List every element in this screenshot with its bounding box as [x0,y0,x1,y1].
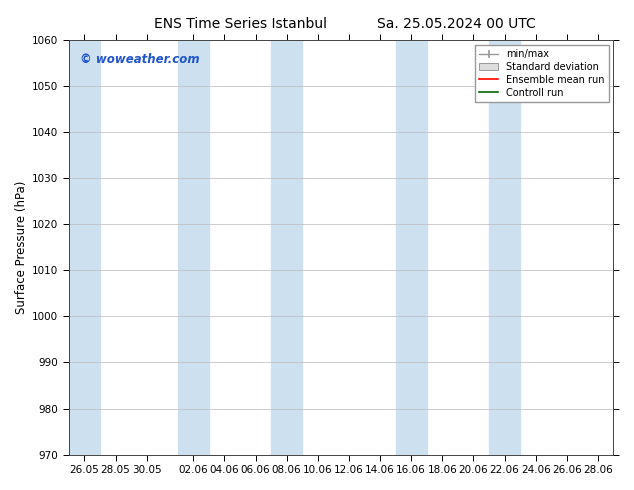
Y-axis label: Surface Pressure (hPa): Surface Pressure (hPa) [15,181,28,314]
Bar [396,40,427,455]
Text: Sa. 25.05.2024 00 UTC: Sa. 25.05.2024 00 UTC [377,17,536,31]
Text: © woweather.com: © woweather.com [80,52,199,66]
Bar [178,40,209,455]
Bar [489,40,520,455]
Text: ENS Time Series Istanbul: ENS Time Series Istanbul [155,17,327,31]
Bar [69,40,100,455]
Bar [271,40,302,455]
Legend: min/max, Standard deviation, Ensemble mean run, Controll run: min/max, Standard deviation, Ensemble me… [475,45,609,101]
